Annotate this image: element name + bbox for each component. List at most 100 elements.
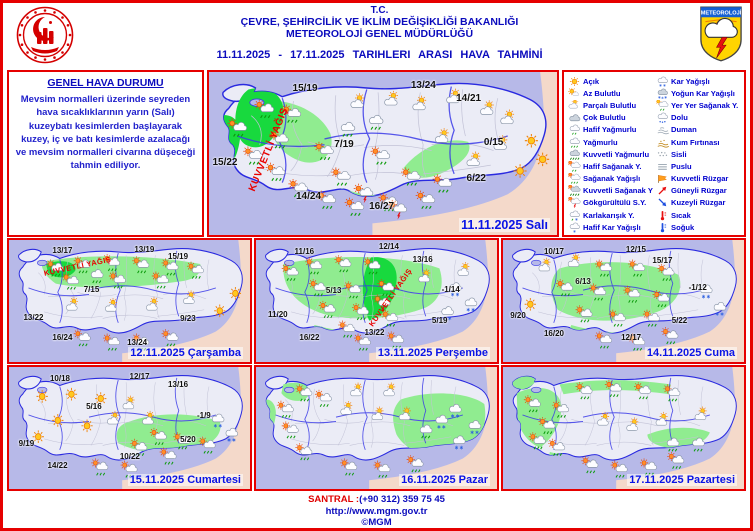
general-weather-title: GENEL HAVA DURUMU [47,77,164,89]
legend-item: Kuvvetli Yağmurlu [568,148,654,160]
shower-icon [568,173,581,184]
general-weather-panel: GENEL HAVA DURUMU Mevsim normalleri üzer… [7,70,204,237]
legend-item: Yoğun Kar Yağışlı [656,87,742,99]
legend-label: Dolu [671,113,688,123]
legend-label: Çok Bulutlu [583,113,626,123]
legend-label: Karlakarışık Y. [583,210,635,220]
header-tc: T.C. [370,5,389,16]
legend-item: Karlakarışık Y. [568,209,654,221]
legend-column-right: Kar Yağışlı Yoğun Kar Yağışlı Yer Yer Sa… [656,75,742,235]
forecast-map-sunday: 16.11.2025 Pazar [254,365,499,491]
temp-label: 5/16 [86,402,102,412]
light-shower-icon [568,161,581,172]
temp-label: 10/18 [49,374,70,384]
turkey-map-graphic [209,72,557,235]
general-weather-text: Mevsim normalleri üzerinde seyreden hava… [15,94,196,172]
legend-item: Çok Bulutlu [568,112,654,124]
temp-label: 7/19 [334,138,354,150]
temp-label: 13/19 [134,244,155,254]
legend-label: Parçalı Bulutlu [583,100,637,110]
temp-label: -1/9 [196,410,211,420]
rain-icon [568,137,581,148]
footer-phone-line: SANTRAL :(+90 312) 359 75 45 [3,494,750,506]
ministry-emblem-icon [16,6,74,64]
forecast-map-saturday: 10/18 12/17 13/16 5/16 9/19 -1/9 5/20 14… [7,365,252,491]
meteorology-shield-icon: METEOROLOJİ [700,6,742,62]
temp-label: 12/14 [378,242,399,252]
legend-item: Kuvvetli Rüzgar [656,173,742,185]
temp-label: 13/24 [127,337,148,347]
map-date-label: 15.11.2025 Cumartesi [127,474,243,486]
temp-label: 5/19 [431,315,448,325]
svg-text:METEOROLOJİ: METEOROLOJİ [701,10,742,17]
temp-label: 10/22 [119,452,140,462]
legend-item: Kum Fırtınası [656,136,742,148]
north-wind-arrow-icon [658,198,667,208]
legend-label: Hafif Kar Yağışlı [583,222,641,232]
footer: SANTRAL :(+90 312) 359 75 45 http://www.… [3,494,750,528]
copyright: ©MGM [361,517,392,528]
legend-item: Sıcak [656,209,742,221]
legend-item: Hafif Sağanak Y. [568,160,654,172]
forecast-map-friday: 10/17 12/15 15/17 6/13 9/20 -1/12 5/22 1… [501,238,746,364]
temp-label: 11/16 [294,247,315,257]
temp-label: 5/13 [325,286,342,296]
row-top: GENEL HAVA DURUMU Mevsim normalleri üzer… [7,70,746,237]
temp-label: 13/22 [23,313,44,323]
legend-item: Soğuk [656,221,742,233]
temp-label: 14/22 [47,460,68,470]
legend-label: Duman [671,125,697,135]
legend-item: Hafif Kar Yağışlı [568,221,654,233]
temp-label: 16/20 [543,329,564,339]
temp-label: 16/27 [369,200,395,212]
light-rain-icon [568,124,581,135]
turkey-map-graphic [9,240,250,362]
temp-label: 10/17 [543,247,564,257]
legend-label: Yağmurlu [583,137,618,147]
legend-label: Hafif Yağmurlu [583,125,637,135]
legend-label: Soğuk [671,222,695,232]
temp-label: 5/20 [180,435,196,445]
temp-label: 13/16 [412,254,433,264]
heavy-shower-icon [568,185,581,196]
thunderstorm-icon [568,197,581,208]
temp-label: 15/19 [292,83,318,95]
legend-panel: Açık Az Bulutlu Parçalı Bulutlu Çok Bulu… [562,70,746,237]
legend-item: Yağmurlu [568,136,654,148]
legend-item: Kuvvetli Sağanak Y [568,185,654,197]
legend-label: Sağanak Yağışlı [583,174,641,184]
temp-label: 15/22 [212,156,238,168]
map-date-label: 16.11.2025 Pazar [399,474,490,486]
legend-item: Yer Yer Sağanak Y. [656,99,742,111]
santral-phone: (+90 312) 359 75 45 [359,494,445,505]
temp-label: 13/24 [410,80,436,92]
legend-column-left: Açık Az Bulutlu Parçalı Bulutlu Çok Bulu… [568,75,654,235]
header-ministry: ÇEVRE, ŞEHİRCİLİK VE İKLİM DEĞİŞİKLİĞİ B… [240,16,519,28]
heavy-snow-icon [656,88,669,99]
sun-icon [568,76,581,87]
sun-behind-cloud-icon [568,100,581,111]
temp-label: 12/15 [625,244,646,254]
legend-item: Kar Yağışlı [656,75,742,87]
heavy-rain-icon [568,149,581,160]
row-middle: 13/17 13/19 15/19 7/15 13/22 9/23 16/24 … [7,238,746,364]
legend-item: Sağanak Yağışlı [568,173,654,185]
temp-label: 15/17 [652,255,673,265]
temp-label: -1/14 [441,285,460,295]
temp-label: 15/19 [168,252,189,262]
ministry-logo [9,5,81,65]
light-snow-icon [568,222,581,233]
legend-label: Kuzeyli Rüzgar [671,198,726,208]
fog-icon [657,151,668,157]
legend-item: Az Bulutlu [568,87,654,99]
temp-label: 6/22 [466,173,486,185]
legend-item: Puslu [656,160,742,172]
forecast-map-tuesday: 15/19 13/24 14/21 7/19 0/15 15/22 6/22 1… [207,70,559,237]
temp-label: 13/16 [168,380,189,390]
header: T.C. ÇEVRE, ŞEHİRCİLİK VE İKLİM DEĞİŞİKL… [3,3,750,69]
santral-label: SANTRAL : [308,494,360,505]
temp-label: -1/12 [688,282,707,292]
mgm-url-link[interactable]: http://www.mgm.gov.tr [325,505,428,517]
temp-label: 9/23 [180,314,196,324]
temp-label: 14/24 [296,190,322,202]
